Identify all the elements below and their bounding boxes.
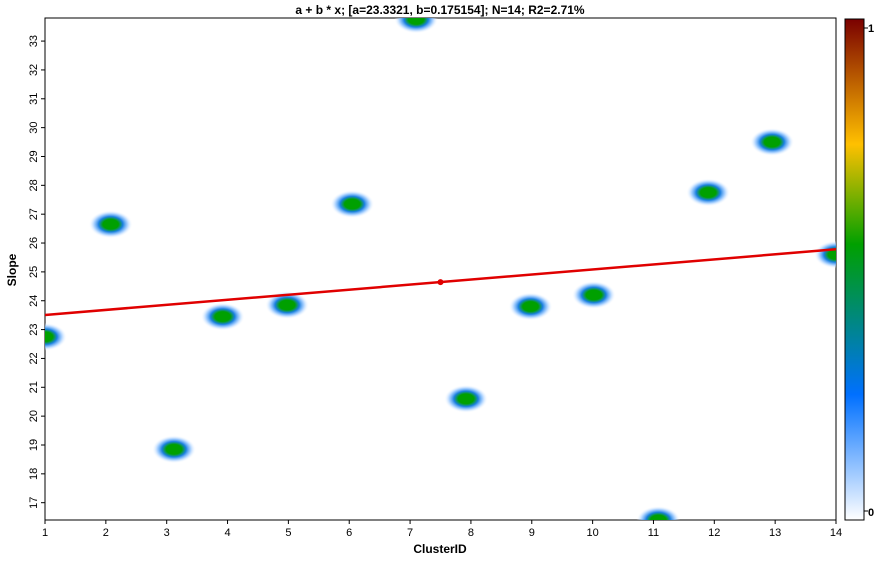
scatter-point-13 [750,128,795,157]
y-tick-label-26: 26 [28,237,40,249]
scatter-point-9 [508,292,553,321]
x-tick-label-5: 5 [285,527,291,539]
y-tick-label-33: 33 [28,35,40,47]
scatter-point-2 [88,210,133,239]
x-tick-label-7: 7 [407,527,413,539]
y-tick-label-32: 32 [28,64,40,76]
y-axis: 17 18 19 20 21 22 23 24 25 26 27 28 29 30 31 32 33 [28,35,45,509]
scatter-point-11 [636,506,681,520]
y-tick-label-27: 27 [28,208,40,220]
x-tick-label-4: 4 [224,527,230,539]
colorbar [844,18,865,521]
x-tick-label-3: 3 [164,527,170,539]
x-tick-label-6: 6 [346,527,352,539]
y-tick-label-23: 23 [28,323,40,335]
y-tick-label-31: 31 [28,93,40,105]
y-tick-label-24: 24 [28,295,40,307]
x-tick-label-14: 14 [830,527,842,539]
x-tick-label-9: 9 [529,527,535,539]
y-tick-label-30: 30 [28,122,40,134]
colorbar-min-label: 0 [868,507,874,519]
regression-center-marker [437,279,444,286]
chart-title: a + b * x; [a=23.3321, b=0.175154]; N=14… [295,3,585,17]
x-axis-title: ClusterID [413,542,467,556]
x-tick-label-1: 1 [42,527,48,539]
y-tick-label-25: 25 [28,266,40,278]
fit-layer [45,248,836,317]
y-tick-label-20: 20 [28,410,40,422]
scatter-point-7 [394,18,439,34]
y-tick-label-17: 17 [28,497,40,509]
scatter-point-4 [200,302,245,331]
x-tick-label-2: 2 [103,527,109,539]
scatter-point-8 [444,384,489,413]
x-tick-label-11: 11 [648,527,659,539]
y-tick-label-22: 22 [28,352,40,364]
scatter-point-6 [330,190,375,219]
scatter-point-3 [151,435,196,464]
x-tick-label-8: 8 [468,527,474,539]
scatter-point-10 [571,280,616,309]
scatter-point-5 [265,291,310,320]
x-tick-label-13: 13 [769,527,781,539]
y-tick-label-21: 21 [28,381,40,393]
x-tick-label-10: 10 [586,527,598,539]
y-tick-label-29: 29 [28,150,40,162]
y-tick-label-19: 19 [28,439,40,451]
points-layer [45,18,836,520]
x-axis: 1 2 3 4 5 6 7 8 9 10 11 12 13 14 [42,520,842,539]
y-tick-label-18: 18 [28,468,40,480]
scatter-point-1 [45,322,67,351]
scatter-point-14 [814,240,836,269]
scatter-point-12 [686,178,731,207]
colorbar-max-label: 1 [868,23,874,35]
y-tick-label-28: 28 [28,179,40,191]
y-axis-title: Slope [5,253,19,286]
x-tick-label-12: 12 [708,527,720,539]
